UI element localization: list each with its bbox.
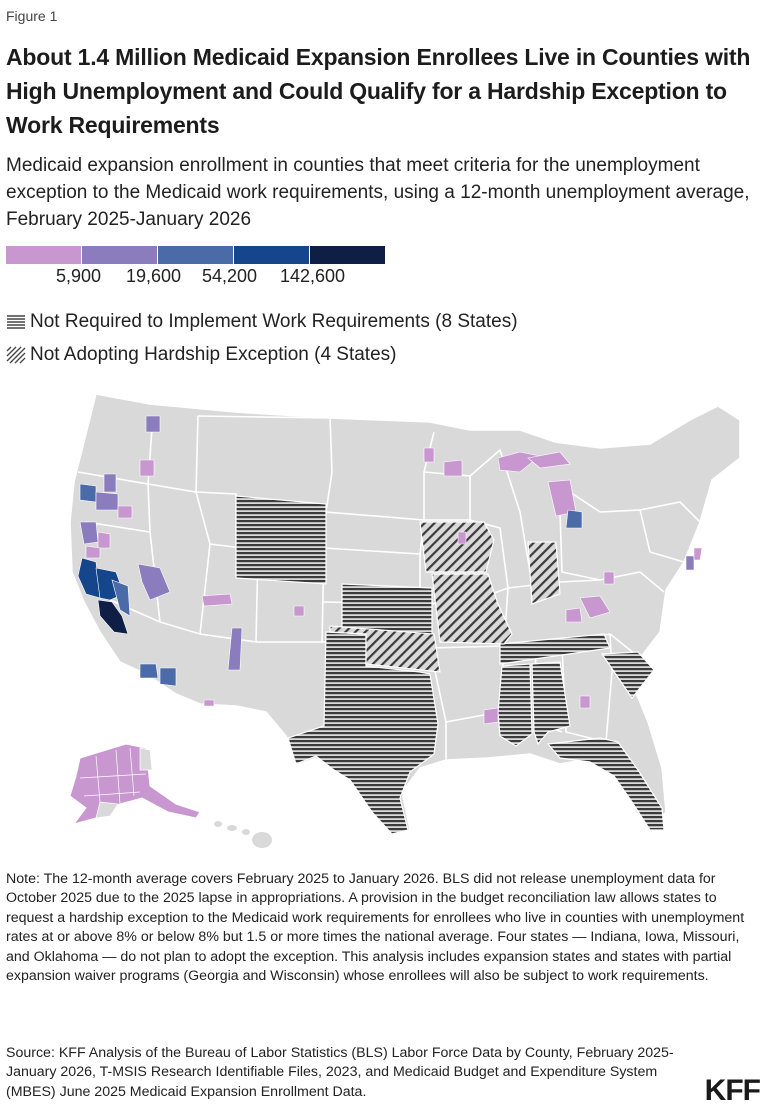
county-az-2 [159,667,177,687]
county-ca-south [97,599,129,635]
state-alaska [69,743,201,825]
county-or-1 [79,483,97,503]
pattern-legend-diagonal-label: Not Adopting Hardship Exception (4 State… [30,344,397,365]
pattern-legend-diagonal: Not Adopting Hardship Exception (4 State… [6,343,396,367]
pattern-legend-horizontal: Not Required to Implement Work Requireme… [6,310,518,334]
legend-swatch-2 [82,246,157,264]
county-wv-1 [603,571,615,585]
chart-subtitle: Medicaid expansion enrollment in countie… [6,155,750,230]
county-la-1 [483,707,499,725]
legend-swatch-4 [234,246,309,264]
county-ak-1 [139,747,153,771]
chart-title: About 1.4 Million Medicaid Expansion Enr… [6,44,751,138]
county-wi-1 [497,451,541,473]
county-ga-1 [579,695,591,709]
county-co-1 [201,593,233,607]
county-ca-bay [77,557,101,599]
color-legend [6,246,386,264]
state-wyoming [235,495,327,585]
pattern-legend-horizontal-label: Not Required to Implement Work Requireme… [30,311,518,332]
state-tennessee [499,633,611,665]
county-nm-1 [227,627,243,671]
county-ca-valley [111,579,131,617]
legend-swatch-5 [310,246,385,264]
state-south-carolina [600,651,655,700]
figure-label: Figure 1 [6,8,58,24]
kff-logo: KFF [704,1074,761,1107]
state-texas [287,631,439,835]
legend-threshold-1: 5,900 [56,266,102,286]
state-mississippi [497,663,533,747]
us-county-map [69,393,741,848]
county-ky-2 [565,607,583,623]
county-nm-2 [293,605,305,617]
not-adopting-states [329,521,561,673]
legend-threshold-2: 19,600 [126,266,182,286]
county-il-1 [457,531,467,545]
county-az-3 [203,699,215,707]
legend-swatch-1 [6,246,81,264]
county-nv-1 [137,563,171,601]
legend-ticks: 5,900 19,600 54,200 142,600 [6,266,406,290]
state-oklahoma [329,625,441,673]
county-or-3 [103,473,117,493]
county-az-1 [139,663,159,679]
county-wa-1 [145,415,161,433]
county-or-2 [95,491,119,511]
county-ak-2 [95,801,119,819]
county-mn-2 [443,459,463,477]
county-nj-2 [693,547,703,561]
state-indiana [527,541,561,605]
state-alabama [531,661,571,746]
state-iowa [419,521,495,573]
chart-note: Note: The 12-month average covers Februa… [6,871,745,985]
not-required-states [235,495,665,835]
county-mi-2 [565,509,583,529]
county-wa-2 [139,459,155,477]
legend-threshold-3: 54,200 [202,266,258,286]
legend-swatch-3 [158,246,233,264]
county-ky-1 [579,595,611,619]
county-mi-up [527,451,571,469]
state-florida [546,737,665,831]
diagonal-lines-icon [6,346,26,364]
alaska-borders [79,747,147,805]
chart-source: Source: KFF Analysis of the Bureau of La… [6,1045,674,1100]
county-nj-1 [685,555,695,571]
state-hawaii [214,821,272,848]
state-missouri [431,573,513,645]
enrollment-counties [77,415,703,725]
county-ca-north3 [85,545,101,559]
county-mn-1 [423,447,435,463]
horizontal-lines-icon [7,314,25,330]
county-or-4 [117,505,133,519]
county-ca-north2 [97,531,111,549]
legend-threshold-4: 142,600 [280,266,346,286]
